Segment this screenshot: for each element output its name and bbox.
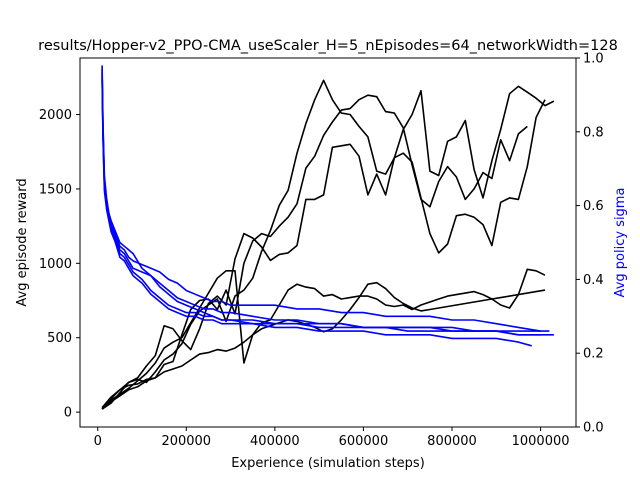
y-axis-title-left: Avg episode reward	[15, 178, 30, 306]
x-tick-label: 200000	[161, 434, 211, 449]
reward-series-line-4	[101, 268, 546, 409]
y-tick-label: 0	[64, 406, 72, 421]
y-axis-left: 0 500 1000 1500 2000	[39, 108, 80, 421]
y2-tick-label: 0.6	[583, 199, 604, 214]
reward-series-line-2	[101, 94, 528, 409]
reward-series-line-3	[101, 79, 555, 410]
y2-tick-label: 1.0	[583, 52, 604, 67]
plot-area	[101, 65, 555, 410]
sigma-series-line-3	[101, 80, 532, 347]
x-tick-label: 0	[94, 434, 102, 449]
y2-tick-label: 0.0	[583, 421, 604, 436]
y2-tick-label: 0.4	[583, 273, 604, 288]
y2-tick-label: 0.2	[583, 347, 604, 362]
x-tick-label: 1000000	[512, 434, 570, 449]
y-tick-label: 2000	[39, 108, 72, 123]
y-tick-label: 1500	[39, 182, 72, 197]
y2-tick-label: 0.8	[583, 125, 604, 140]
x-axis: 0 200000 400000 600000 800000 1000000	[94, 427, 570, 449]
x-tick-label: 800000	[427, 434, 477, 449]
x-tick-label: 600000	[339, 434, 389, 449]
x-tick-label: 400000	[250, 434, 300, 449]
reward-series-line-1	[101, 99, 546, 410]
plot-frame	[79, 57, 577, 428]
sigma-series-line-5	[101, 76, 554, 336]
y-tick-label: 500	[47, 331, 72, 346]
y-axis-title-right: Avg policy sigma	[613, 188, 628, 298]
y-axis-right: 0.0 0.2 0.4 0.6 0.8 1.0	[576, 52, 604, 436]
chart-title: results/Hopper-v2_PPO-CMA_useScaler_H=5_…	[38, 38, 618, 54]
x-axis-title: Experience (simulation steps)	[231, 456, 425, 471]
y-tick-label: 1000	[39, 257, 72, 272]
sigma-series-line-1	[101, 65, 550, 332]
